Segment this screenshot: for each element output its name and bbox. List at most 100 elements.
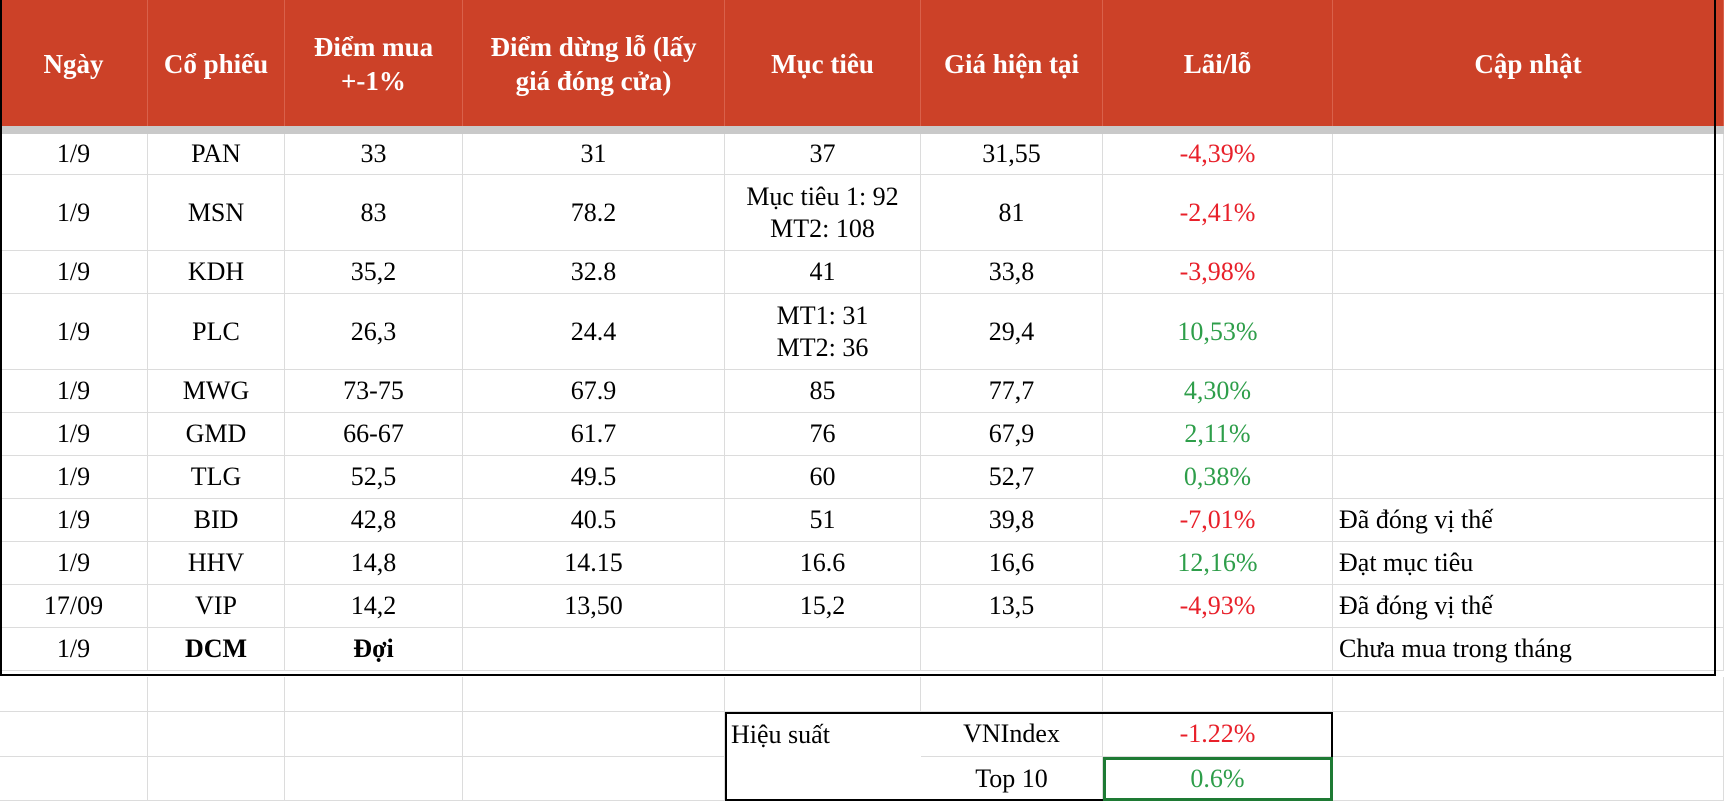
cell-date[interactable]: 1/9 [0,370,148,413]
cell-stock[interactable]: GMD [148,413,285,456]
cell-target[interactable]: 51 [725,499,921,542]
cell-price[interactable] [921,628,1103,671]
cell-update[interactable] [1333,413,1724,456]
cell-price[interactable]: 33,8 [921,251,1103,294]
empty-cell[interactable] [148,757,285,801]
top10-value[interactable]: 0.6% [1103,757,1333,801]
cell-date[interactable]: 1/9 [0,294,148,370]
cell-buy[interactable]: Đợi [285,628,463,671]
cell-update[interactable] [1333,251,1724,294]
cell-stop[interactable]: 40.5 [463,499,725,542]
cell-stock[interactable]: DCM [148,628,285,671]
header-pnl[interactable]: Lãi/lỗ [1103,0,1333,127]
cell-stop[interactable]: 61.7 [463,413,725,456]
cell-date[interactable]: 1/9 [0,456,148,499]
cell-price[interactable]: 67,9 [921,413,1103,456]
cell-target[interactable]: Mục tiêu 1: 92 MT2: 108 [725,175,921,251]
cell-pnl[interactable]: 12,16% [1103,542,1333,585]
header-buy[interactable]: Điểm mua +-1% [285,0,463,127]
cell-pnl[interactable]: -2,41% [1103,175,1333,251]
cell-stock[interactable]: KDH [148,251,285,294]
cell-target[interactable]: 15,2 [725,585,921,628]
cell-pnl[interactable]: 4,30% [1103,370,1333,413]
empty-cell[interactable] [463,757,725,801]
cell-update[interactable]: Đã đóng vị thế [1333,499,1724,542]
cell-stock[interactable]: MSN [148,175,285,251]
header-update[interactable]: Cập nhật [1333,0,1724,127]
cell-update[interactable]: Chưa mua trong tháng [1333,628,1724,671]
cell-update[interactable] [1333,175,1724,251]
cell-date[interactable]: 1/9 [0,251,148,294]
cell-buy[interactable]: 42,8 [285,499,463,542]
cell-date[interactable]: 1/9 [0,628,148,671]
cell-stop[interactable]: 13,50 [463,585,725,628]
cell-stock[interactable]: TLG [148,456,285,499]
cell-stock[interactable]: BID [148,499,285,542]
cell-price[interactable]: 52,7 [921,456,1103,499]
cell-stock[interactable]: HHV [148,542,285,585]
empty-cell[interactable] [1333,677,1724,712]
empty-cell[interactable] [0,757,148,801]
performance-label[interactable]: Hiệu suất [731,719,830,749]
vnindex-label[interactable]: VNIndex [921,712,1103,757]
cell-buy[interactable]: 26,3 [285,294,463,370]
cell-date[interactable]: 1/9 [0,134,148,175]
header-price[interactable]: Giá hiện tại [921,0,1103,127]
cell-buy[interactable]: 73-75 [285,370,463,413]
cell-pnl[interactable]: -3,98% [1103,251,1333,294]
cell-stop[interactable]: 31 [463,134,725,175]
header-stop[interactable]: Điểm dừng lỗ (lấy giá đóng cửa) [463,0,725,127]
cell-update[interactable] [1333,370,1724,413]
cell-update[interactable] [1333,134,1724,175]
empty-cell[interactable] [285,757,463,801]
cell-buy[interactable]: 52,5 [285,456,463,499]
empty-cell[interactable] [463,677,725,712]
empty-cell[interactable] [0,712,148,757]
cell-target[interactable]: 37 [725,134,921,175]
cell-stock[interactable]: MWG [148,370,285,413]
header-stock[interactable]: Cổ phiếu [148,0,285,127]
cell-update[interactable] [1333,294,1724,370]
cell-buy[interactable]: 35,2 [285,251,463,294]
cell-pnl[interactable]: 10,53% [1103,294,1333,370]
cell-price[interactable]: 31,55 [921,134,1103,175]
cell-pnl[interactable]: -4,39% [1103,134,1333,175]
empty-cell[interactable] [1333,757,1724,801]
cell-target[interactable]: 16.6 [725,542,921,585]
vnindex-value[interactable]: -1.22% [1103,712,1333,757]
cell-stop[interactable] [463,628,725,671]
empty-cell[interactable] [285,677,463,712]
cell-target[interactable]: MT1: 31 MT2: 36 [725,294,921,370]
empty-cell[interactable] [148,677,285,712]
cell-buy[interactable]: 83 [285,175,463,251]
cell-pnl[interactable] [1103,628,1333,671]
cell-date[interactable]: 17/09 [0,585,148,628]
cell-stop[interactable]: 24.4 [463,294,725,370]
cell-update[interactable]: Đã đóng vị thế [1333,585,1724,628]
cell-stock[interactable]: VIP [148,585,285,628]
cell-target[interactable]: 41 [725,251,921,294]
empty-cell[interactable] [921,677,1103,712]
cell-buy[interactable]: 33 [285,134,463,175]
cell-target[interactable] [725,628,921,671]
cell-price[interactable]: 29,4 [921,294,1103,370]
cell-date[interactable]: 1/9 [0,413,148,456]
cell-stop[interactable]: 14.15 [463,542,725,585]
cell-stop[interactable]: 49.5 [463,456,725,499]
cell-price[interactable]: 81 [921,175,1103,251]
cell-stock[interactable]: PAN [148,134,285,175]
cell-update[interactable]: Đạt mục tiêu [1333,542,1724,585]
header-target[interactable]: Mục tiêu [725,0,921,127]
cell-update[interactable] [1333,456,1724,499]
cell-price[interactable]: 77,7 [921,370,1103,413]
cell-stop[interactable]: 32.8 [463,251,725,294]
cell-target[interactable]: 85 [725,370,921,413]
cell-pnl[interactable]: -7,01% [1103,499,1333,542]
cell-stock[interactable]: PLC [148,294,285,370]
cell-buy[interactable]: 14,8 [285,542,463,585]
empty-cell[interactable] [725,677,921,712]
empty-cell[interactable] [285,712,463,757]
cell-stop[interactable]: 78.2 [463,175,725,251]
cell-pnl[interactable]: 2,11% [1103,413,1333,456]
empty-cell[interactable] [1333,712,1724,757]
